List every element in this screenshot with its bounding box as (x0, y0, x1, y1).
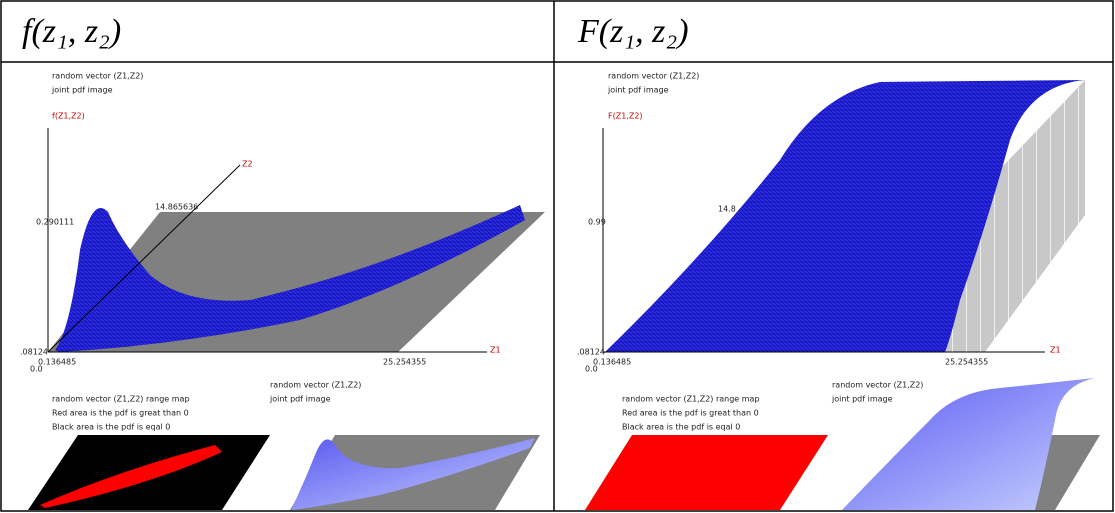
pdf-image (292, 438, 535, 510)
caption: joint pdf image (831, 395, 893, 404)
caption: random vector (Z1,Z2) range map (622, 395, 760, 404)
caption: random vector (Z1,Z2) (608, 72, 699, 81)
cdf-image (842, 378, 1095, 510)
axis-label: 14.8 (718, 205, 736, 214)
caption: random vector (Z1,Z2) (52, 72, 143, 81)
axis-label: 0.0 (30, 365, 43, 374)
axis-label: 25.254355 (945, 358, 988, 367)
axis-label: 0.290111 (36, 218, 74, 227)
cdf-surface (605, 80, 1085, 352)
side-face (945, 80, 1085, 352)
axis (47, 164, 241, 353)
axis-label: .08124 (577, 348, 605, 357)
caption: joint pdf image (269, 395, 331, 404)
range-area (40, 445, 222, 508)
plane (1020, 435, 1100, 510)
caption: random vector (Z1,Z2) (270, 381, 361, 390)
axis-label: 0.136485 (593, 358, 631, 367)
axis-label: 0.136485 (38, 358, 76, 367)
panel-heading: F(z₁, z₂) (577, 13, 689, 50)
caption: joint pdf image (607, 86, 669, 95)
caption: joint pdf image (51, 86, 113, 95)
caption: Black area is the pdf is eqal 0 (52, 423, 170, 432)
axis-title: Z1 (1050, 346, 1061, 355)
caption: random vector (Z1,Z2) range map (52, 395, 190, 404)
range-map (585, 435, 828, 510)
caption: Red area is the pdf is great than 0 (622, 409, 759, 418)
axis-title: f(Z1,Z2) (52, 112, 85, 121)
caption: Black area is the pdf is eqal 0 (622, 423, 740, 432)
panel-heading: f(z₁, z₂) (22, 13, 121, 50)
axis-label: 0.99 (588, 218, 606, 227)
axis-label: 0.0 (585, 365, 598, 374)
axis-label: 25.254355 (383, 358, 426, 367)
caption: random vector (Z1,Z2) (832, 381, 923, 390)
pdf-surface (55, 205, 525, 352)
axis-label: 14.865636 (155, 203, 198, 212)
axis-label: .08124 (20, 348, 48, 357)
axis-title: Z2 (242, 160, 253, 169)
caption: Red area is the pdf is great than 0 (52, 409, 189, 418)
axis-title: F(Z1,Z2) (608, 112, 643, 121)
axis-title: Z1 (490, 346, 501, 355)
